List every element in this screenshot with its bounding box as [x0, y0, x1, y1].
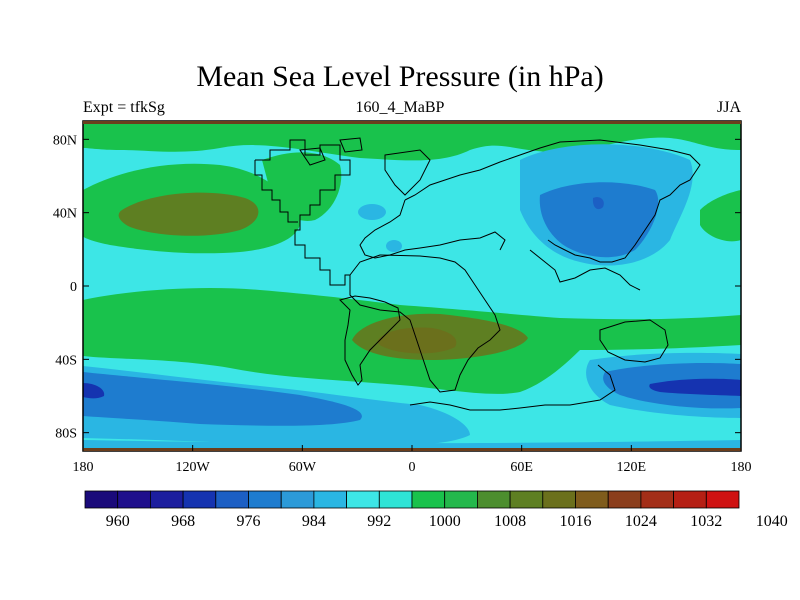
colorbar-label: 960	[106, 513, 130, 530]
colorbar-swatch	[378, 490, 413, 509]
coastline-north-america-west	[254, 160, 298, 223]
colorbar-swatch	[476, 490, 511, 509]
colorbar-swatch	[444, 490, 478, 509]
colorbar-swatch	[640, 490, 675, 509]
contour-spot-blue-2	[386, 240, 402, 252]
contour-spot-blue-1	[358, 204, 386, 220]
x-tick-label: 0	[409, 460, 416, 475]
colorbar-label: 1024	[625, 513, 657, 530]
contour-southern-ocean-east-core	[649, 378, 741, 396]
contour-southern-ocean-mid-west	[83, 372, 362, 426]
x-tick-label: 120W	[176, 460, 211, 475]
x-tick-label: 180	[731, 460, 752, 475]
y-tick-label: 0	[70, 280, 77, 295]
colorbar-label: 984	[302, 513, 326, 530]
y-tick-label: 40N	[53, 207, 77, 222]
contour-asia-low-core	[592, 197, 604, 210]
north-pole-band	[83, 121, 741, 124]
coastline-eurasia	[404, 139, 701, 263]
contour-asia-low-mid	[539, 182, 659, 258]
coastline-south-asia	[529, 249, 641, 291]
pressure-contours	[83, 121, 741, 451]
colorbar-label: 976	[237, 513, 261, 530]
x-tick-label: 60E	[510, 460, 533, 475]
contour-atlantic-green	[262, 152, 342, 221]
coastline-arctic-islands	[299, 137, 363, 166]
x-tick-label: 180	[73, 460, 94, 475]
colorbar-swatch	[575, 490, 609, 509]
colorbar-swatch	[346, 490, 380, 509]
colorbar-swatch	[607, 490, 642, 509]
colorbar-label: 1000	[429, 513, 461, 530]
x-axis: 180 120W 60W 0 60E 120E 180	[73, 445, 752, 475]
map-panel	[82, 120, 742, 452]
coastline-north-america	[255, 139, 351, 286]
coastlines	[254, 137, 701, 411]
subtitle-right: JJA	[716, 99, 741, 116]
colorbar-label: 1008	[494, 513, 526, 530]
x-tick-label: 60W	[289, 460, 317, 475]
colorbar-label: 1040	[756, 513, 788, 530]
colorbar-swatch	[673, 490, 707, 509]
contour-north-pacific-core	[118, 192, 259, 236]
y-tick-label: 40S	[55, 353, 77, 368]
colorbar-label: 968	[171, 513, 195, 530]
subtitle-left: Expt = tfkSg	[83, 99, 165, 116]
coastline-australia	[599, 319, 669, 363]
colorbar: 960 968 976 984 992 1000 1008 1016 1024 1032 1040	[84, 490, 788, 530]
colorbar-swatch	[149, 490, 184, 509]
coastline-greenland	[384, 149, 431, 196]
colorbar-label: 992	[367, 513, 391, 530]
coastline-antarctica	[409, 364, 616, 411]
colorbar-label: 1016	[560, 513, 592, 530]
colorbar-swatch	[215, 490, 249, 509]
colorbar-swatch	[248, 490, 282, 509]
coastline-south-america	[339, 295, 401, 386]
x-tick-label: 120E	[617, 460, 647, 475]
colorbar-swatch	[117, 490, 151, 509]
colorbar-swatch	[84, 490, 119, 509]
y-tick-label: 80S	[55, 427, 77, 442]
colorbar-swatch	[182, 490, 217, 509]
colorbar-swatch	[411, 490, 446, 509]
colorbar-label: 1032	[690, 513, 722, 530]
y-axis: 80N 40N 0 40S 80S	[53, 133, 741, 442]
colorbar-swatch	[280, 490, 315, 509]
contour-southern-ocean-core-west	[83, 383, 105, 399]
colorbar-swatch	[705, 490, 740, 509]
figure-title: Mean Sea Level Pressure (in hPa)	[196, 60, 604, 93]
colorbar-swatch	[542, 490, 576, 509]
subtitle-center: 160_4_MaBP	[355, 99, 445, 116]
colorbar-swatch	[313, 490, 347, 509]
colorbar-swatch	[509, 490, 544, 509]
y-tick-label: 80N	[53, 133, 77, 148]
coastline-africa	[349, 254, 501, 393]
contour-east-pacific-green	[700, 190, 741, 242]
